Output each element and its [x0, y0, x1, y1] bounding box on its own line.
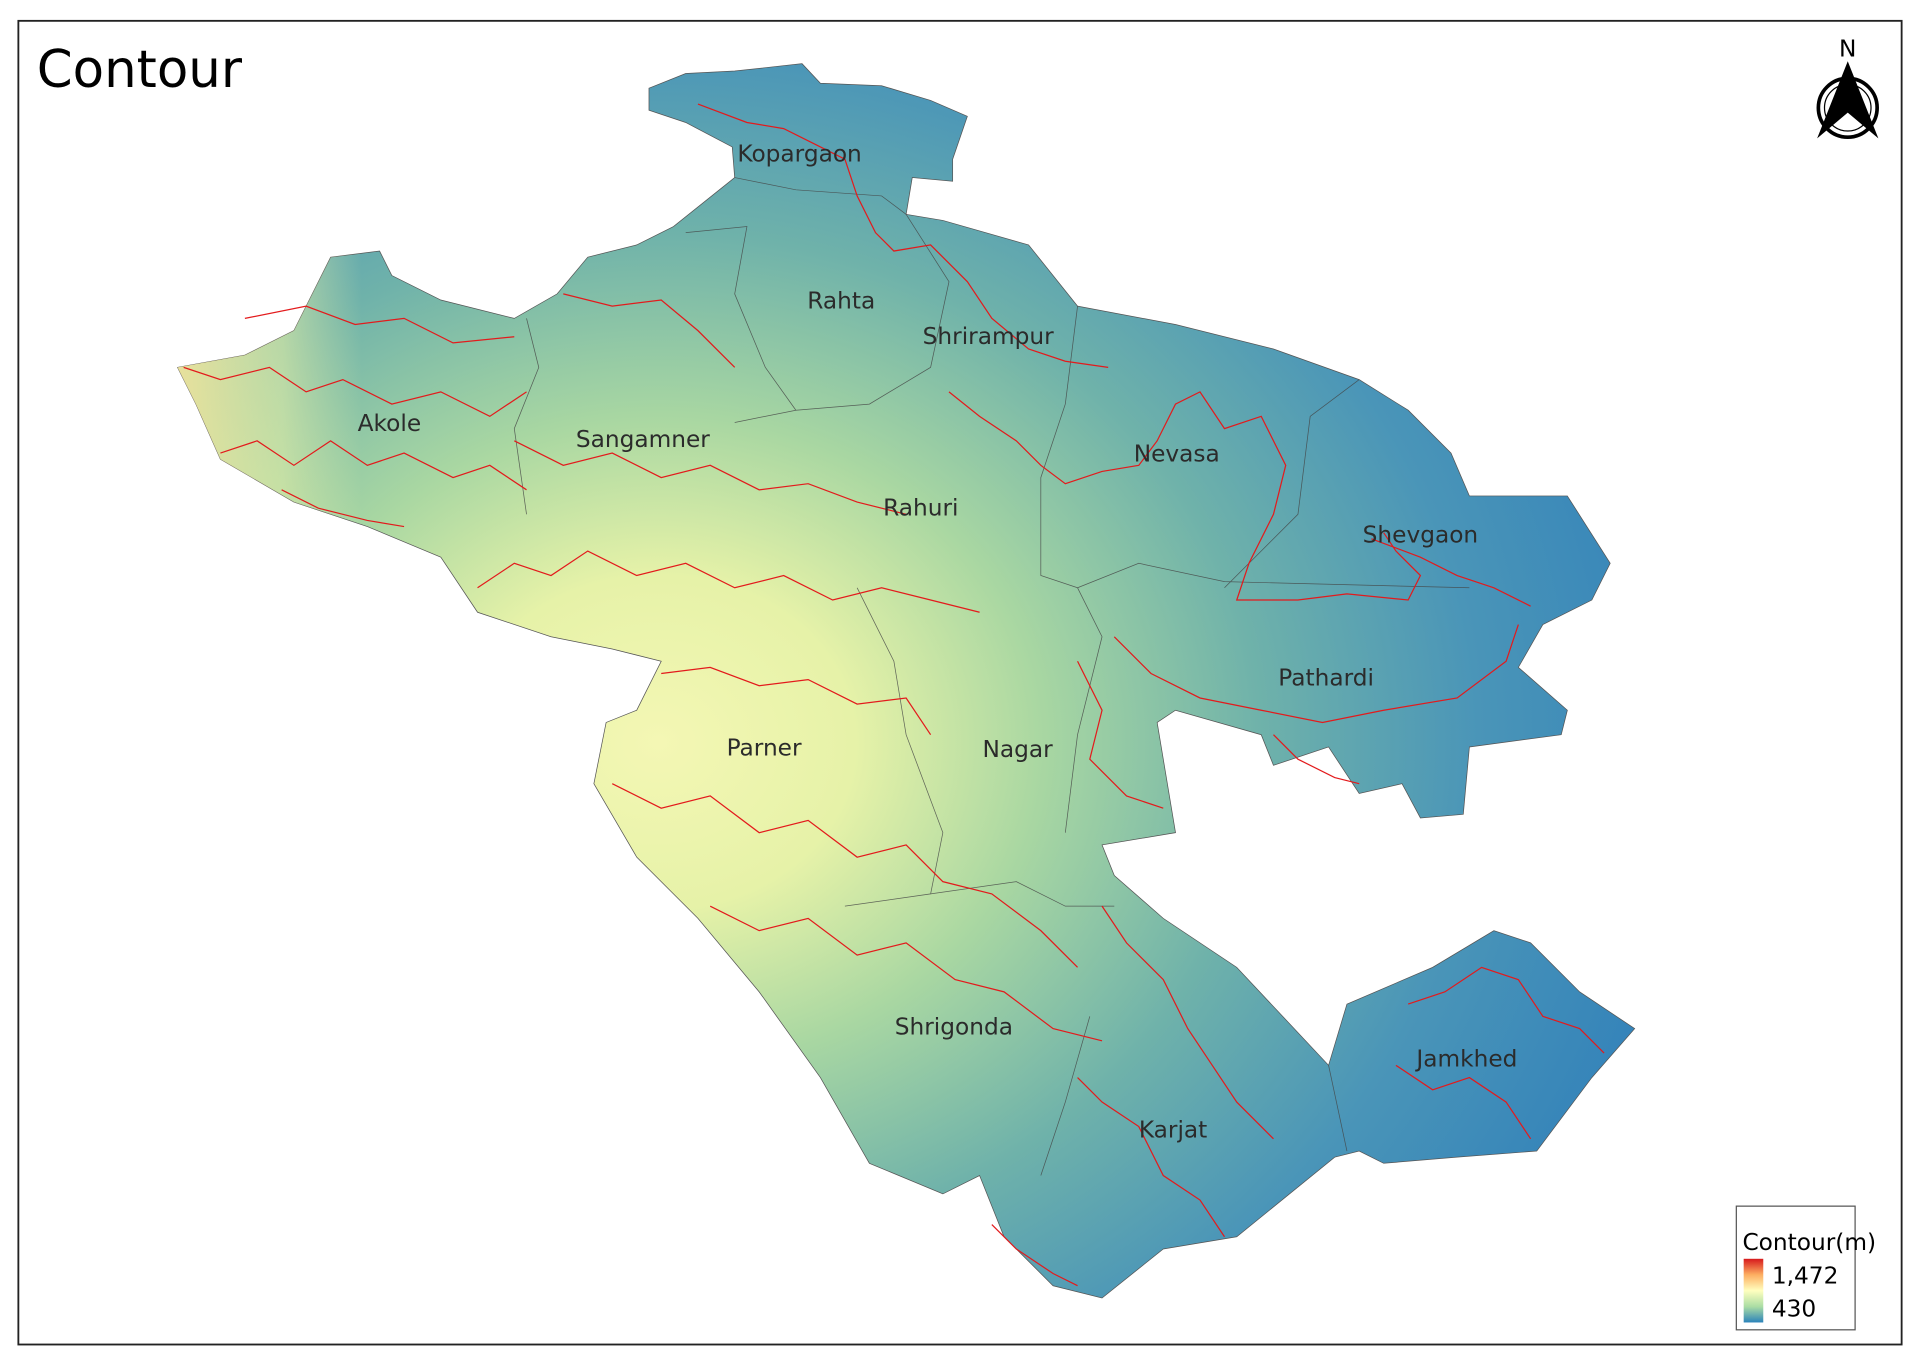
label-nevasa: Nevasa: [1134, 441, 1220, 468]
label-nagar: Nagar: [982, 736, 1053, 763]
label-sangamner: Sangamner: [576, 426, 710, 453]
label-shrigonda: Shrigonda: [895, 1014, 1013, 1041]
label-parner: Parner: [727, 735, 802, 762]
label-akole: Akole: [358, 410, 422, 437]
district-labels: Kopargaon Rahta Shrirampur Akole Sangamn…: [358, 141, 1518, 1144]
label-shrirampur: Shrirampur: [923, 323, 1054, 350]
north-label: N: [1839, 35, 1856, 62]
label-kopargaon: Kopargaon: [737, 141, 861, 168]
legend-min-label: 430: [1772, 1295, 1816, 1322]
north-arrow-icon: [1817, 61, 1879, 139]
legend: Contour(m) 1,472 430: [1735, 1205, 1876, 1331]
label-shevgaon: Shevgaon: [1363, 521, 1479, 548]
west-highland-shade: [177, 226, 705, 649]
legend-color-ramp: [1743, 1258, 1764, 1323]
map-title: Contour: [37, 40, 243, 100]
contour-lines: [183, 103, 1605, 1287]
map-frame: [17, 19, 1903, 1346]
district-boundaries: [513, 177, 1470, 1176]
label-pathardi: Pathardi: [1278, 665, 1374, 692]
label-jamkhed: Jamkhed: [1414, 1046, 1517, 1073]
label-rahta: Rahta: [807, 288, 875, 315]
legend-max-label: 1,472: [1772, 1262, 1839, 1289]
label-rahuri: Rahuri: [883, 495, 958, 522]
district-map: Kopargaon Rahta Shrirampur Akole Sangamn…: [177, 63, 1636, 1299]
label-karjat: Karjat: [1139, 1117, 1207, 1144]
north-arrow: N: [1816, 35, 1879, 139]
legend-title: Contour(m): [1742, 1229, 1876, 1256]
